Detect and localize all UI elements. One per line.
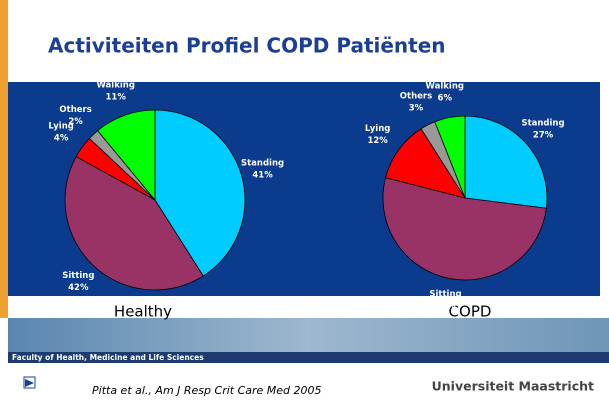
slice-label: Sitting: [429, 290, 461, 300]
slice-value: 6%: [438, 93, 453, 103]
slice-label: Others: [59, 105, 91, 115]
slide: Activiteiten Profiel COPD Patiënten Facu…: [0, 0, 609, 409]
slice-label: Standing: [241, 158, 284, 168]
faculty: Faculty of Health, Medicine and Life Sci…: [12, 353, 204, 362]
slice-label: Standing: [521, 119, 564, 129]
slice-value: 41%: [252, 170, 273, 180]
citation: Pitta et al., Am J Resp Crit Care Med 20…: [92, 384, 322, 397]
slice-value: 11%: [106, 92, 127, 102]
slice-label: Others: [400, 91, 432, 101]
slice-value: 2%: [68, 117, 83, 127]
accent-bar: [0, 0, 8, 318]
banner: [8, 318, 609, 352]
chart-title: Healthy: [114, 303, 172, 321]
slice-value: 4%: [54, 133, 69, 143]
slice-label: Lying: [365, 124, 390, 134]
slice-label: Sitting: [62, 271, 94, 281]
slice-value: 52%: [435, 302, 456, 312]
slice-label: Walking: [426, 81, 464, 91]
slice-value: 27%: [533, 131, 554, 141]
slide-title: Activiteiten Profiel COPD Patiënten: [48, 34, 446, 58]
slice-value: 3%: [409, 103, 424, 113]
logo: [24, 377, 35, 388]
slice-value: 42%: [68, 283, 89, 293]
slice-value: 12%: [367, 136, 388, 146]
slice-label: Walking: [96, 80, 134, 90]
university: Universiteit Maastricht: [432, 379, 594, 394]
